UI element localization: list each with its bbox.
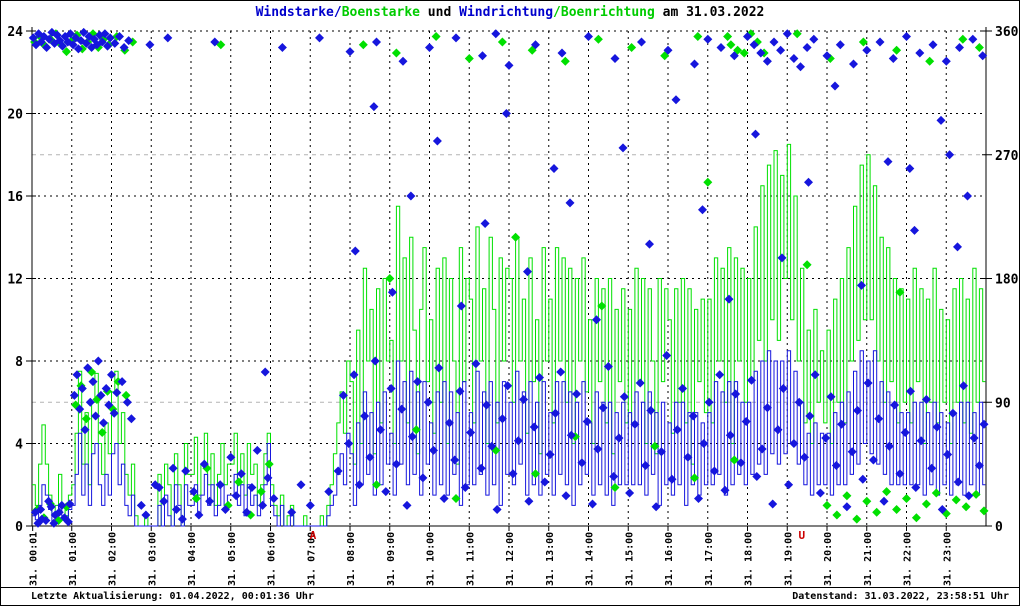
y-left-tick-label: 8 bbox=[15, 355, 23, 370]
x-tick-label: 31. 21:00 bbox=[863, 532, 874, 586]
chart-title: Windstarke/Boenstarke und Windrichtung/B… bbox=[1, 5, 1019, 20]
y-left-tick-label: 24 bbox=[7, 25, 23, 40]
title-segment-4: /Boenrichtung bbox=[553, 5, 655, 20]
x-tick-label: 31. 18:00 bbox=[744, 532, 755, 586]
wind-chart-plot: 0 4 8 12 16 20 24 0 90 180 270 360 31. 00:01 31. 01:0… bbox=[7, 25, 1019, 586]
y-left-tick-label: 0 bbox=[15, 520, 23, 535]
x-tick-label: 31. 12:00 bbox=[505, 532, 516, 586]
y-right-tick-label: 270 bbox=[995, 149, 1019, 164]
series-line-windstarke bbox=[32, 350, 986, 527]
y-right-tick-label: 0 bbox=[995, 520, 1003, 535]
x-tick-label: 31. 03:00 bbox=[147, 532, 158, 586]
y-right-tick-label: 360 bbox=[995, 25, 1019, 40]
title-segment-3: Windrichtung bbox=[459, 5, 554, 20]
x-tick-label: 31. 23:00 bbox=[942, 532, 953, 586]
x-tick-label: 31. 17:00 bbox=[704, 532, 715, 586]
x-tick-label: 31. 14:00 bbox=[585, 532, 596, 586]
y-left-tick-label: 4 bbox=[15, 438, 23, 453]
title-segment-0: Windstarke/ bbox=[255, 5, 342, 20]
title-segment-5: am 31.03.2022 bbox=[654, 5, 765, 20]
x-tick-label: 31. 15:00 bbox=[624, 532, 635, 586]
x-tick-label: 31. 07:00 bbox=[306, 532, 317, 586]
x-tick-label: 31. 05:00 bbox=[227, 532, 238, 586]
y-left-tick-label: 12 bbox=[7, 273, 23, 288]
x-tick-label: 31. 20:00 bbox=[823, 532, 834, 586]
y-left-tick-label: 20 bbox=[7, 108, 23, 123]
x-tick-label: 31. 01:00 bbox=[68, 532, 79, 586]
x-tick-label: 31. 19:00 bbox=[783, 532, 794, 586]
x-tick-label: 31. 00:01 bbox=[29, 532, 40, 586]
x-tick-label: 31. 13:00 bbox=[545, 532, 556, 586]
x-tick-label: 31. 16:00 bbox=[664, 532, 675, 586]
annotation-marker: A bbox=[310, 529, 317, 542]
footer-last-update: Letzte Aktualisierung: 01.04.2022, 00:01… bbox=[31, 591, 314, 602]
y-right-tick-label: 90 bbox=[995, 396, 1011, 411]
x-tick-label: 31. 04:00 bbox=[187, 532, 198, 586]
x-tick-label: 31. 22:00 bbox=[903, 532, 914, 586]
y-right-tick-label: 180 bbox=[995, 273, 1019, 288]
annotation-marker: U bbox=[799, 529, 806, 542]
footer-data-timestamp: Datenstand: 31.03.2022, 23:58:51 Uhr bbox=[792, 591, 1009, 602]
x-tick-label: 31. 08:00 bbox=[346, 532, 357, 586]
x-tick-label: 31. 02:00 bbox=[108, 532, 119, 586]
x-tick-label: 31. 06:00 bbox=[267, 532, 278, 586]
x-tick-label: 31. 10:00 bbox=[426, 532, 437, 586]
x-tick-label: 31. 11:00 bbox=[465, 532, 476, 586]
footer-bar: Letzte Aktualisierung: 01.04.2022, 00:01… bbox=[1, 587, 1019, 605]
title-segment-2: und bbox=[419, 5, 460, 20]
y-left-tick-label: 16 bbox=[7, 190, 23, 205]
x-tick-label: 31. 09:00 bbox=[386, 532, 397, 586]
title-segment-1: Boenstarke bbox=[341, 5, 420, 20]
